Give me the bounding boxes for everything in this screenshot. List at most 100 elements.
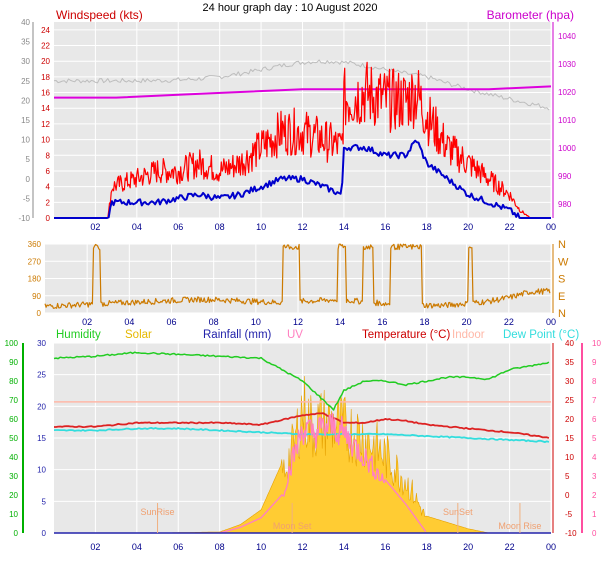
right-tick-label: 980 [558,200,572,209]
x-tick-label: 04 [124,317,134,327]
wind-direction-series-line [44,243,551,309]
uv-tick-label: 6 [592,415,597,424]
x-tick-label: 02 [82,317,92,327]
x-tick-label: 04 [132,222,142,232]
x-tick-label: 16 [380,542,390,552]
humidity-series-line [53,351,550,411]
legend-item: Temperature (°C) [362,329,450,341]
outer-y-tick-label: 40 [21,18,30,27]
humidity-tick-label: 20 [9,491,18,500]
y-tick-label: 16 [41,89,50,98]
x-tick-label: 02 [90,222,100,232]
rain-tick-label: 15 [37,434,46,443]
x-tick-label: 04 [132,542,142,552]
uv-tick-label: 5 [592,434,597,443]
x-tick-label: 10 [251,317,261,327]
grid [54,22,552,219]
outer-y-tick-label: 0 [26,175,31,184]
y-tick-label: 6 [46,167,51,176]
temperature-tick-label: 25 [565,396,574,405]
panel-temperature-humidity: Humidity Solar Rainfall (mm) UV Temperature … [5,329,602,552]
rain-tick-label: 20 [37,402,46,411]
annotation-label: SunRise [141,507,175,517]
x-tick-label: 08 [209,317,219,327]
barometer-series-line [54,85,552,99]
y-tick-label: 14 [41,104,50,113]
rain-tick-label: 30 [37,339,46,348]
outer-y-tick-label: 30 [21,57,30,66]
legend-item: UV [287,329,303,341]
x-tick-label: 16 [377,317,387,327]
temperature-tick-label: 10 [565,453,574,462]
average-series-line [54,139,551,219]
humidity-tick-label: 0 [14,529,19,538]
legend: Humidity Solar Rainfall (mm) UV Temperature … [56,329,579,341]
x-tick-label: 18 [422,542,432,552]
compass-tick-label: E [558,291,565,303]
uv-tick-label: 8 [592,377,597,386]
uv-tick-label: 1 [592,510,597,519]
legend-item: Rainfall (mm) [203,329,272,341]
humidity-tick-label: 70 [9,396,18,405]
x-tick-label: 14 [339,222,349,232]
temperature-tick-label: 20 [565,415,574,424]
grid [45,243,552,314]
x-tick-label: 22 [504,317,514,327]
temperature-tick-label: -5 [565,510,573,519]
temperature-series-line [54,412,550,439]
x-tick-label: 10 [256,222,266,232]
uv-tick-label: 4 [592,453,597,462]
y-tick-label: 8 [46,151,51,160]
y-tick-label: 4 [46,183,51,192]
x-tick-label: 12 [297,222,307,232]
humidity-tick-label: 60 [9,415,18,424]
humidity-tick-label: 50 [9,434,18,443]
x-tick-label: 20 [463,222,473,232]
humidity-tick-label: 30 [9,472,18,481]
y-tick-label: 24 [41,26,50,35]
y-tick-label: 22 [41,42,50,51]
outer-y-tick-label: 5 [26,155,31,164]
y-tick-label: 20 [41,57,50,66]
outer-y-tick-label: 10 [21,136,30,145]
uv-tick-label: 3 [592,472,597,481]
uv-tick-label: 0 [592,529,597,538]
y-tick-label: 270 [28,257,42,266]
x-tick-label: 06 [173,542,183,552]
x-tick-label: 02 [90,542,100,552]
y-tick-label: 12 [41,120,50,129]
temperature-tick-label: 15 [565,434,574,443]
x-tick-label: 08 [215,542,225,552]
right-tick-label: 1010 [558,116,576,125]
x-tick-label: 22 [505,222,515,232]
legend-item: Indoor [452,329,485,341]
uv-tick-label: 2 [592,491,597,500]
right-tick-label: 1020 [558,88,576,97]
humidity-tick-label: 90 [9,358,18,367]
compass-tick-label: W [558,256,569,268]
x-tick-label: 18 [422,222,432,232]
axes: 02 04 06 08 10 12 14 16 18 20 22 00090180270360NESW… [28,239,569,327]
right-tick-label: 1000 [558,144,576,153]
temperature-tick-label: 30 [565,377,574,386]
y-tick-label: 360 [28,240,42,249]
x-tick-label: 12 [293,317,303,327]
x-tick-label: 00 [546,222,556,232]
outer-y-tick-label: 20 [21,96,30,105]
x-tick-label: 10 [256,542,266,552]
outer-y-tick-label: -5 [23,194,31,203]
x-tick-label: 14 [335,317,345,327]
windspeed-axis-label: Windspeed (kts) [56,8,143,22]
rain-tick-label: 10 [37,466,46,475]
uv-tick-label: 9 [592,358,597,367]
x-tick-label: 14 [339,542,349,552]
x-tick-label: 06 [173,222,183,232]
humidity-tick-label: 100 [5,339,19,348]
y-tick-label: 0 [37,309,42,318]
y-tick-label: 18 [41,73,50,82]
x-tick-label: 18 [419,317,429,327]
annotation-label: Moon Rise [498,521,541,531]
y-tick-label: 10 [41,136,50,145]
